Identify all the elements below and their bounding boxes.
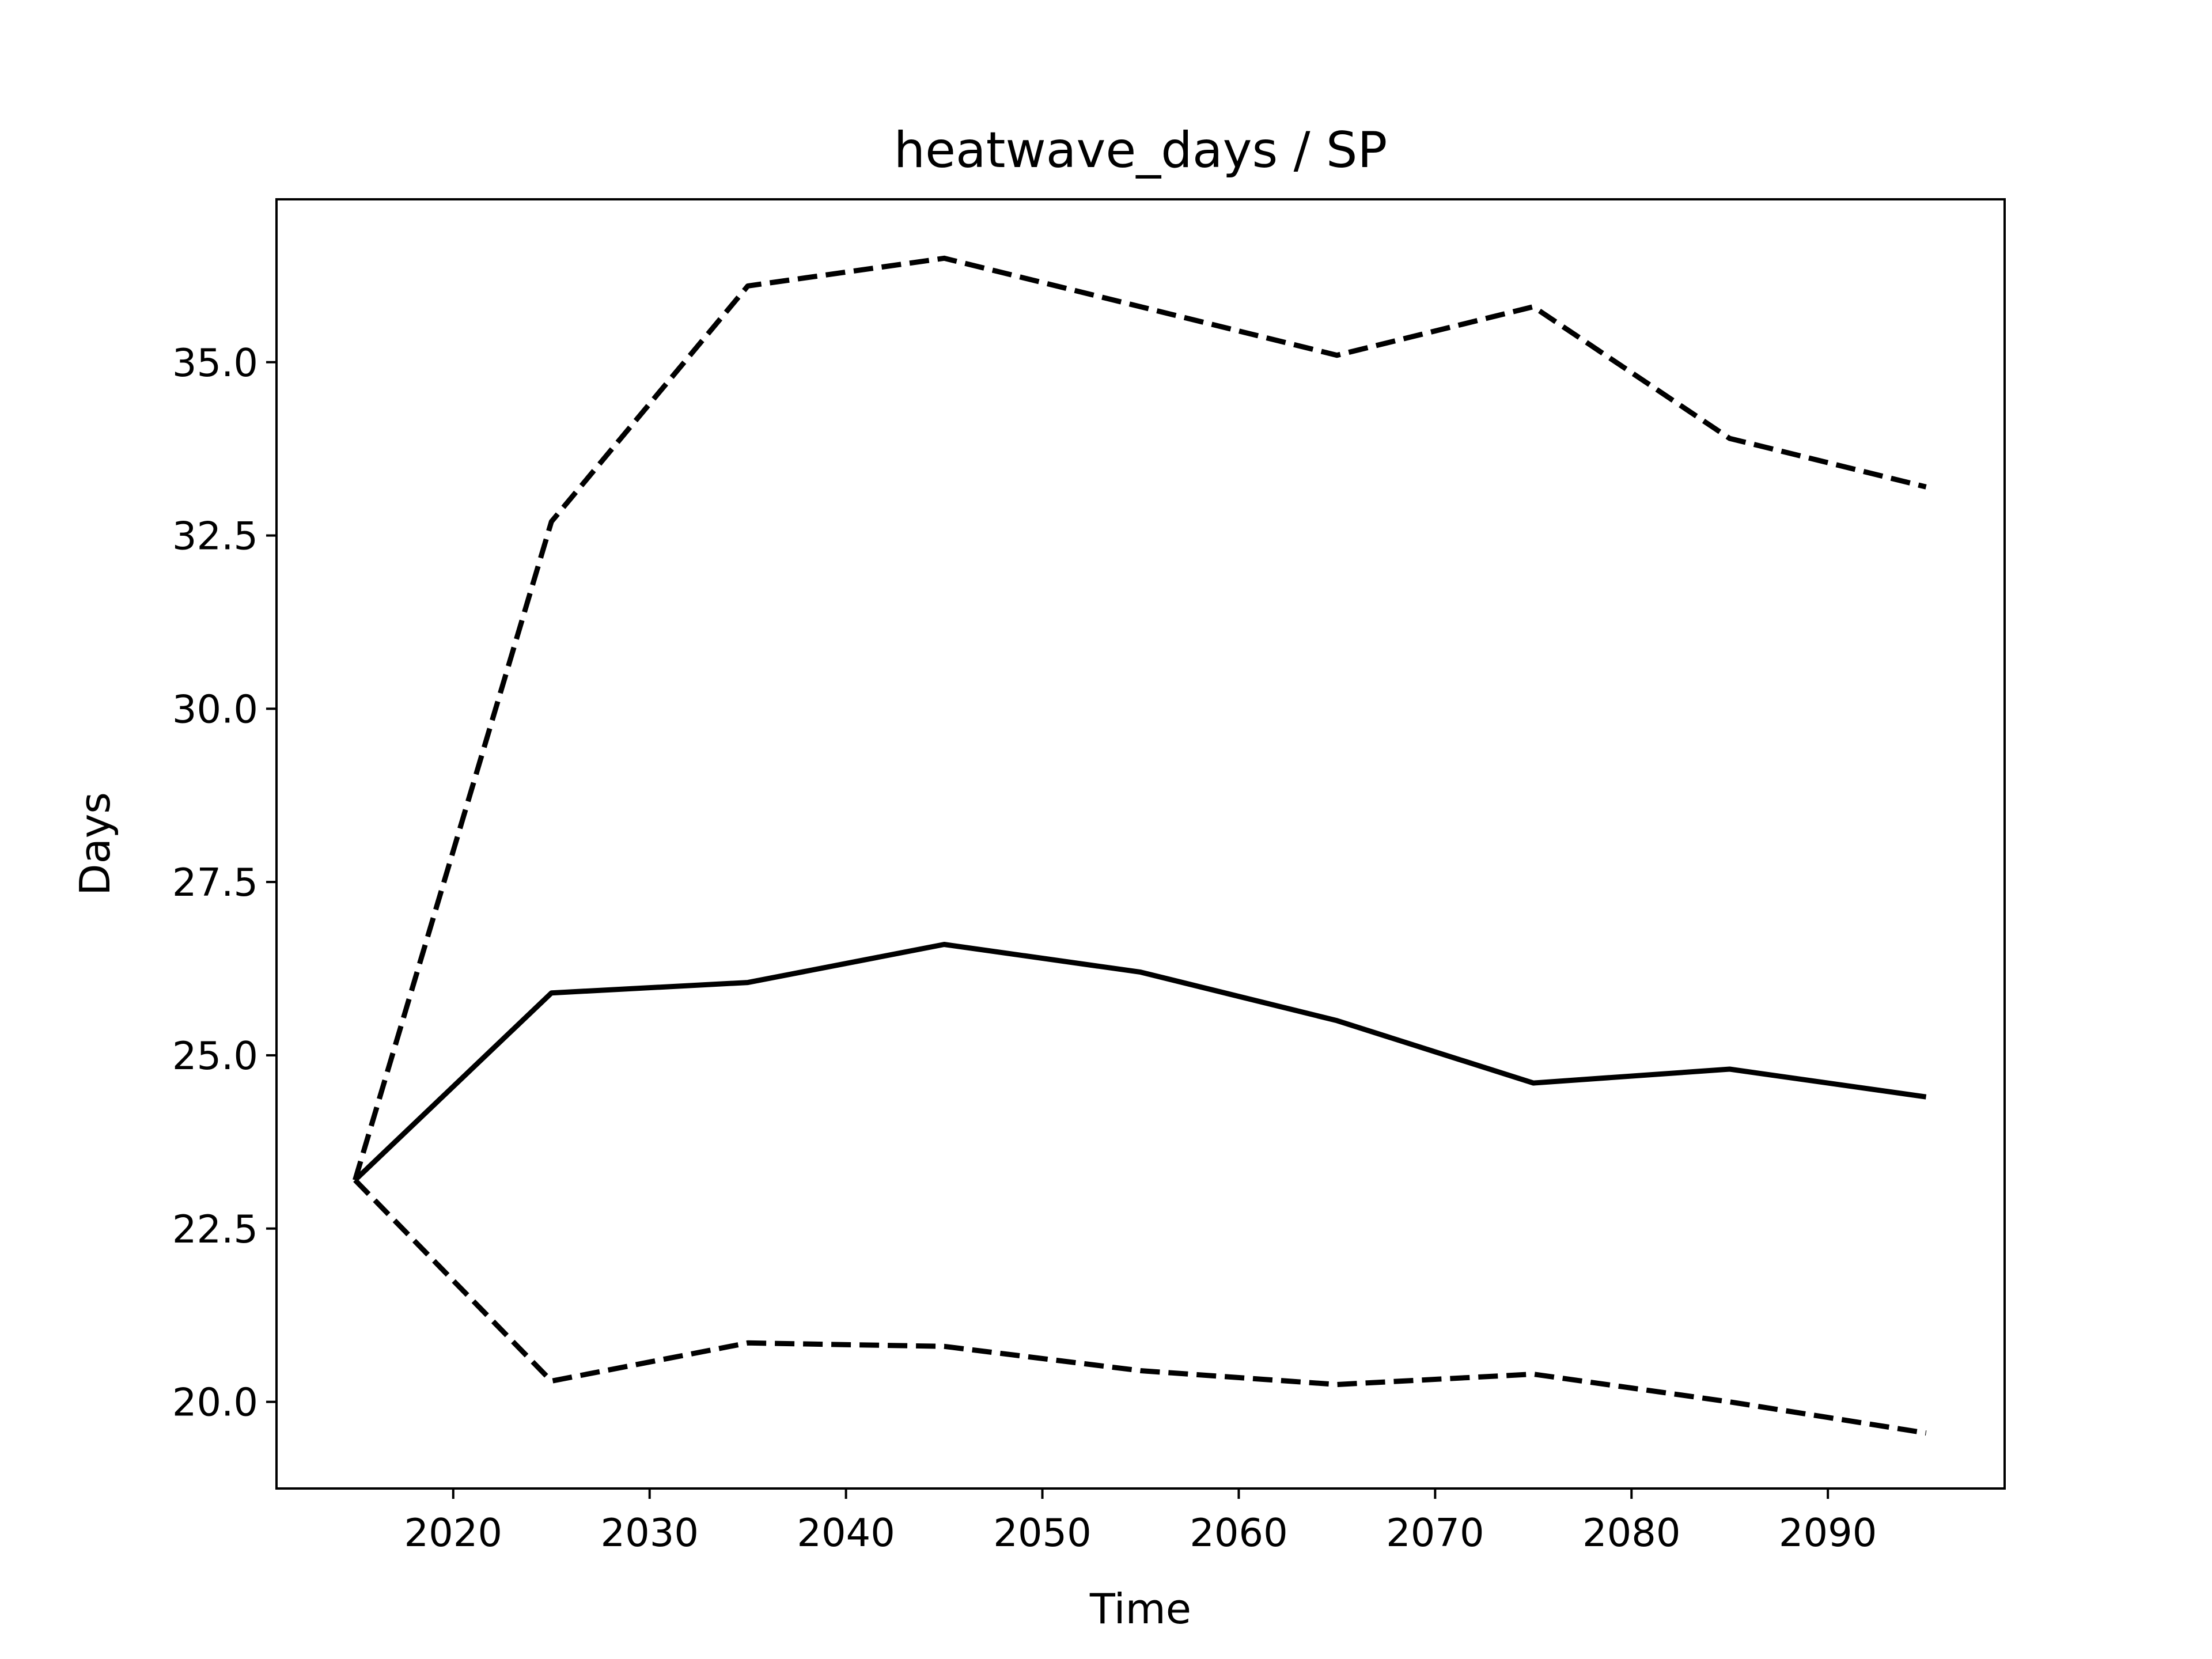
y-tick-label: 30.0 bbox=[172, 687, 258, 732]
x-tick-label: 2070 bbox=[1386, 1510, 1484, 1555]
x-tick-label: 2080 bbox=[1582, 1510, 1681, 1555]
y-tick-label: 22.5 bbox=[172, 1207, 258, 1252]
x-axis-label: Time bbox=[1089, 1585, 1191, 1633]
x-tick-label: 2060 bbox=[1190, 1510, 1288, 1555]
x-tick-label: 2090 bbox=[1779, 1510, 1877, 1555]
plot-frame bbox=[275, 198, 2006, 1490]
x-tick-label: 2040 bbox=[797, 1510, 895, 1555]
y-tick-label: 20.0 bbox=[172, 1380, 258, 1425]
series-layer bbox=[353, 255, 1927, 1436]
upper-bound-line bbox=[353, 255, 1927, 1181]
x-tick-label: 2050 bbox=[993, 1510, 1092, 1555]
y-tick-label: 35.0 bbox=[172, 340, 258, 385]
y-tick-label: 25.0 bbox=[172, 1033, 258, 1078]
y-axis-label: Days bbox=[71, 792, 119, 896]
x-tick-label: 2030 bbox=[600, 1510, 699, 1555]
y-tick-label: 27.5 bbox=[172, 860, 258, 905]
y-tick-label: 32.5 bbox=[172, 514, 258, 559]
ticks-layer: 2020 2030 2040 2050 2060 2070 2080 2090 20.0 22.5… bbox=[172, 340, 1877, 1555]
chart-title: heatwave_days / SP bbox=[894, 122, 1388, 179]
x-tick-label: 2020 bbox=[404, 1510, 503, 1555]
median-line bbox=[353, 942, 1927, 1182]
lower-bound-line bbox=[353, 1178, 1927, 1436]
